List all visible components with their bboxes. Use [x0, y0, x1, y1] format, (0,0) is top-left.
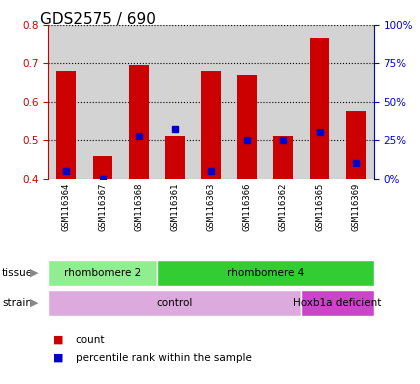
Bar — [129, 65, 149, 179]
Text: GDS2575 / 690: GDS2575 / 690 — [40, 12, 156, 26]
Text: GSM116369: GSM116369 — [351, 183, 360, 231]
Bar — [201, 71, 221, 179]
Bar — [92, 156, 113, 179]
Text: rhombomere 4: rhombomere 4 — [227, 268, 304, 278]
Bar — [56, 71, 76, 179]
Text: percentile rank within the sample: percentile rank within the sample — [76, 353, 252, 363]
Bar — [48, 260, 157, 286]
Text: ▶: ▶ — [30, 298, 39, 308]
Text: GSM116364: GSM116364 — [62, 183, 71, 231]
Bar — [346, 111, 366, 179]
Text: Hoxb1a deficient: Hoxb1a deficient — [294, 298, 382, 308]
Text: GSM116363: GSM116363 — [207, 183, 215, 231]
Text: strain: strain — [2, 298, 32, 308]
Text: tissue: tissue — [2, 268, 33, 278]
Bar — [237, 75, 257, 179]
Bar — [302, 290, 374, 316]
Text: count: count — [76, 335, 105, 345]
Text: GSM116368: GSM116368 — [134, 183, 143, 231]
Bar — [165, 136, 185, 179]
Text: control: control — [157, 298, 193, 308]
Text: GSM116362: GSM116362 — [279, 183, 288, 231]
Bar — [273, 136, 293, 179]
Text: GSM116366: GSM116366 — [243, 183, 252, 231]
Bar — [48, 290, 302, 316]
Text: GSM116361: GSM116361 — [171, 183, 179, 231]
Text: ▶: ▶ — [30, 268, 39, 278]
Text: GSM116367: GSM116367 — [98, 183, 107, 231]
Text: ■: ■ — [52, 335, 63, 345]
Bar — [310, 38, 330, 179]
Bar — [157, 260, 374, 286]
Text: rhombomere 2: rhombomere 2 — [64, 268, 141, 278]
Text: ■: ■ — [52, 353, 63, 363]
Text: GSM116365: GSM116365 — [315, 183, 324, 231]
